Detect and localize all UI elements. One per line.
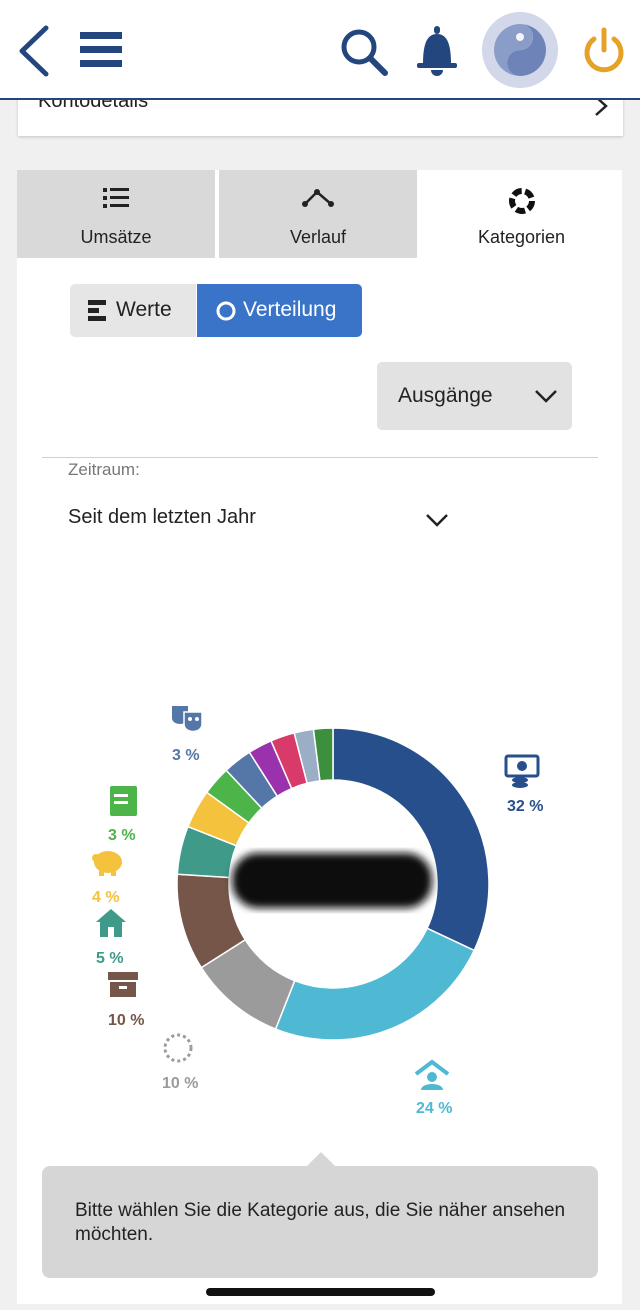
money-icon[interactable] bbox=[504, 754, 540, 788]
power-icon[interactable] bbox=[580, 26, 628, 76]
slice-percent-label: 3 % bbox=[108, 827, 136, 844]
donut-slice-0[interactable] bbox=[332, 727, 490, 952]
slice-percent-label: 10 % bbox=[108, 1012, 144, 1029]
line-trend-icon bbox=[302, 189, 334, 207]
verteilung-toggle-button[interactable]: Verteilung bbox=[197, 284, 362, 337]
zeitraum-label: Zeitraum: bbox=[68, 460, 140, 479]
chevron-down-icon bbox=[535, 390, 557, 403]
bell-icon[interactable] bbox=[414, 24, 460, 78]
verteilung-label: Verteilung bbox=[243, 298, 337, 321]
archive-box-icon[interactable] bbox=[108, 972, 138, 997]
werte-toggle-button[interactable]: Werte bbox=[70, 284, 196, 337]
house-person-icon[interactable] bbox=[414, 1059, 450, 1090]
slice-percent-label: 3 % bbox=[172, 747, 200, 764]
dotted-circle-icon[interactable] bbox=[163, 1033, 193, 1063]
top-bar bbox=[0, 0, 640, 100]
divider bbox=[42, 457, 598, 458]
bars-icon bbox=[88, 300, 106, 321]
slice-percent-label: 32 % bbox=[507, 798, 543, 815]
donut-icon bbox=[508, 188, 535, 214]
chevron-right-icon bbox=[595, 96, 608, 116]
tab-bar: Umsätze Verlauf Kategorien bbox=[17, 170, 622, 258]
tab-kategorien[interactable]: Kategorien bbox=[421, 170, 622, 258]
notebook-icon[interactable] bbox=[110, 786, 137, 816]
direction-value: Ausgänge bbox=[398, 384, 493, 407]
slice-percent-label: 10 % bbox=[162, 1075, 198, 1092]
tab-label: Kategorien bbox=[477, 227, 566, 247]
direction-dropdown[interactable]: Ausgänge bbox=[377, 362, 572, 430]
tab-label: Verlauf bbox=[289, 227, 347, 247]
hint-tooltip: Bitte wählen Sie die Kategorie aus, die … bbox=[42, 1152, 598, 1278]
zeitraum-select[interactable]: Seit dem letzten Jahr bbox=[68, 506, 256, 528]
menu-icon[interactable] bbox=[80, 30, 122, 70]
chevron-down-icon[interactable] bbox=[425, 512, 449, 528]
slice-percent-label: 4 % bbox=[92, 889, 120, 906]
avatar[interactable] bbox=[482, 12, 558, 88]
slice-percent-label: 5 % bbox=[96, 950, 124, 967]
donut-slice-11[interactable] bbox=[312, 727, 334, 782]
tab-label: Umsätze bbox=[80, 227, 152, 247]
piggy-bank-icon[interactable] bbox=[92, 851, 122, 876]
home-indicator bbox=[206, 1288, 435, 1296]
back-icon[interactable] bbox=[14, 24, 54, 78]
house-icon[interactable] bbox=[96, 909, 126, 937]
list-icon bbox=[103, 188, 129, 208]
theater-masks-icon[interactable] bbox=[172, 706, 203, 733]
tab-umsaetze[interactable]: Umsätze bbox=[17, 170, 215, 258]
slice-percent-label: 24 % bbox=[416, 1100, 452, 1117]
hint-text: Bitte wählen Sie die Kategorie aus, die … bbox=[75, 1200, 566, 1245]
center-label-redacted bbox=[232, 853, 432, 908]
search-icon[interactable] bbox=[338, 26, 390, 78]
tab-verlauf[interactable]: Verlauf bbox=[219, 170, 417, 258]
yin-yang-icon bbox=[494, 24, 546, 76]
werte-label: Werte bbox=[116, 298, 172, 321]
ring-icon bbox=[216, 301, 236, 321]
